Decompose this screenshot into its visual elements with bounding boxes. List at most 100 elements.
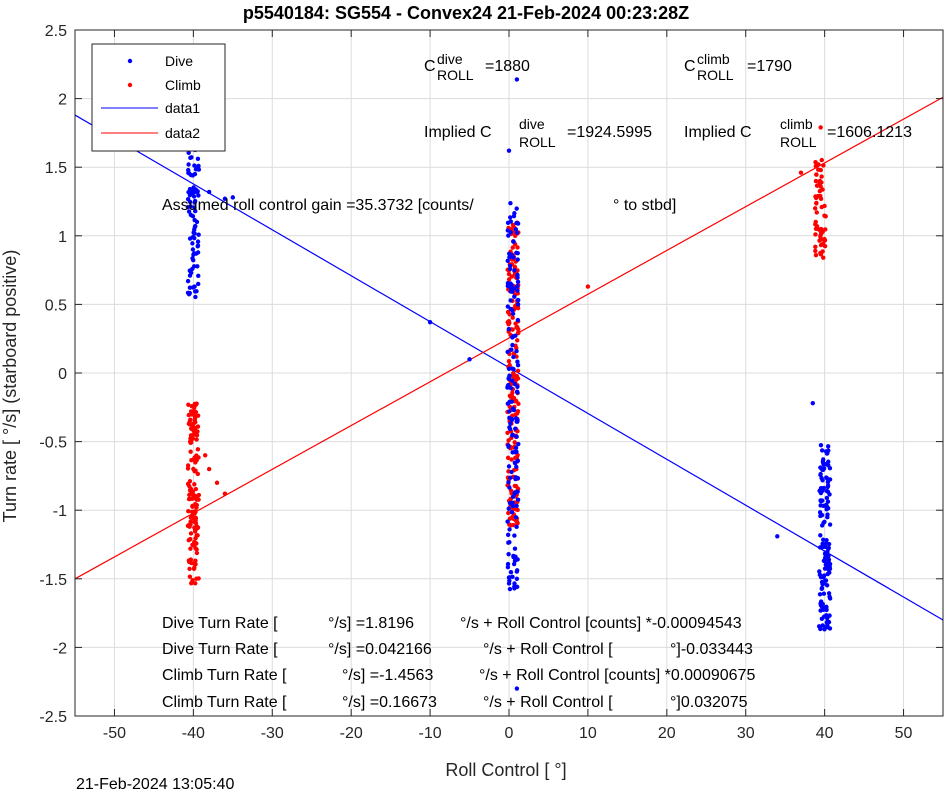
dive-point (505, 564, 511, 570)
dive-point (511, 354, 516, 360)
dive-point (185, 278, 191, 284)
dive-point (818, 465, 823, 470)
dive-point (194, 219, 200, 225)
dive-point (514, 576, 520, 581)
dive-point (195, 244, 200, 249)
dive-point (512, 381, 518, 387)
climb-point (818, 234, 823, 240)
dive-point (196, 232, 201, 237)
dive-point (514, 77, 520, 82)
climb-point (196, 576, 201, 581)
dive-point (186, 209, 192, 214)
dive-point (825, 506, 831, 511)
legend: Dive Climb data1 data2 (91, 43, 226, 152)
climb-point (194, 550, 200, 556)
climb-point (798, 170, 804, 175)
dive-point (190, 247, 196, 252)
climb-point (817, 188, 823, 194)
climb-point (818, 125, 823, 130)
dive-point (819, 585, 825, 591)
legend-label-climb: Climb (165, 77, 201, 93)
implied-dive-value: =1924.5995 (567, 124, 652, 141)
y-tick-labels: -2.5 -2 -1.5 -1 -0.5 0 0.5 1 1.5 2 2.5 (39, 23, 67, 726)
climb-point (194, 541, 199, 546)
climb-point (187, 479, 193, 484)
dive-point (510, 406, 516, 411)
y-tick-label: -0.5 (39, 435, 67, 452)
fit1-a: Dive Turn Rate [ (162, 615, 278, 632)
climb-point (194, 437, 199, 442)
climb-point (192, 525, 197, 530)
dive-point (510, 432, 515, 438)
dive-point (191, 264, 197, 269)
climb-point (192, 519, 197, 524)
y-tick-label: -1 (53, 503, 67, 520)
dive-point (819, 604, 825, 609)
dive-point (827, 466, 833, 471)
dive-point (825, 479, 831, 485)
ticks (75, 29, 943, 717)
climb-point (814, 210, 819, 215)
dive-point (510, 342, 515, 348)
climb-point (188, 449, 193, 454)
dive-point (822, 519, 827, 525)
y-axis-label: Turn rate [ °/s] (starboard positive) (0, 250, 20, 523)
dive-point (810, 400, 815, 406)
climb-point (190, 492, 196, 497)
c-roll-dive-sub: ROLL (437, 67, 474, 83)
climb-point (195, 471, 201, 477)
dive-point (192, 289, 198, 294)
dive-point (825, 450, 830, 456)
y-tick-label: 1.5 (45, 160, 67, 177)
dive-point (826, 545, 831, 551)
x-tick-label: 40 (816, 725, 834, 742)
y-tick-label: 2.5 (45, 23, 67, 40)
climb-point (505, 430, 510, 436)
dive-point (819, 616, 825, 621)
dive-point (818, 443, 824, 448)
dive-point (827, 613, 832, 618)
fit2-a: Dive Turn Rate [ (162, 641, 278, 658)
climb-point (585, 284, 591, 289)
dive-point (514, 389, 520, 394)
x-tick-label: -40 (182, 725, 205, 742)
climb-point (186, 523, 191, 528)
legend-label-data1: data1 (165, 100, 200, 116)
climb-point (814, 224, 820, 229)
dive-point (826, 557, 832, 562)
climb-point (512, 440, 517, 445)
legend-marker-dive (127, 58, 133, 64)
climb-point (510, 222, 516, 228)
dive-point (506, 443, 511, 448)
climb-point (814, 172, 819, 177)
climb-point (222, 491, 228, 496)
annotations: C dive ROLL =1880 C climb ROLL =1790 Imp… (162, 51, 912, 711)
y-tick-label: 0.5 (45, 297, 67, 314)
c-roll-dive: C (424, 58, 436, 75)
legend-label-data2: data2 (165, 125, 200, 141)
dive-point (512, 490, 518, 495)
dive-point (196, 281, 201, 287)
dive-point (505, 532, 511, 538)
dive-point (511, 286, 517, 291)
dive-point (512, 461, 518, 466)
dive-point (506, 581, 512, 586)
dive-point (192, 171, 198, 177)
fit2-c: °/s + Roll Control [ (483, 641, 613, 658)
dive-point (515, 275, 520, 280)
dive-point (192, 200, 197, 205)
dive-point (513, 554, 518, 559)
dive-point (509, 416, 515, 422)
dive-point (507, 425, 512, 430)
legend-box (91, 43, 226, 152)
dive-point (823, 541, 829, 546)
dive-point (196, 273, 201, 279)
climb-point (188, 536, 193, 542)
dive-point (508, 475, 513, 481)
dive-point (506, 148, 512, 153)
dive-point (820, 581, 825, 587)
climb-point (192, 482, 197, 487)
climb-point (515, 305, 521, 311)
dive-point (510, 378, 515, 384)
